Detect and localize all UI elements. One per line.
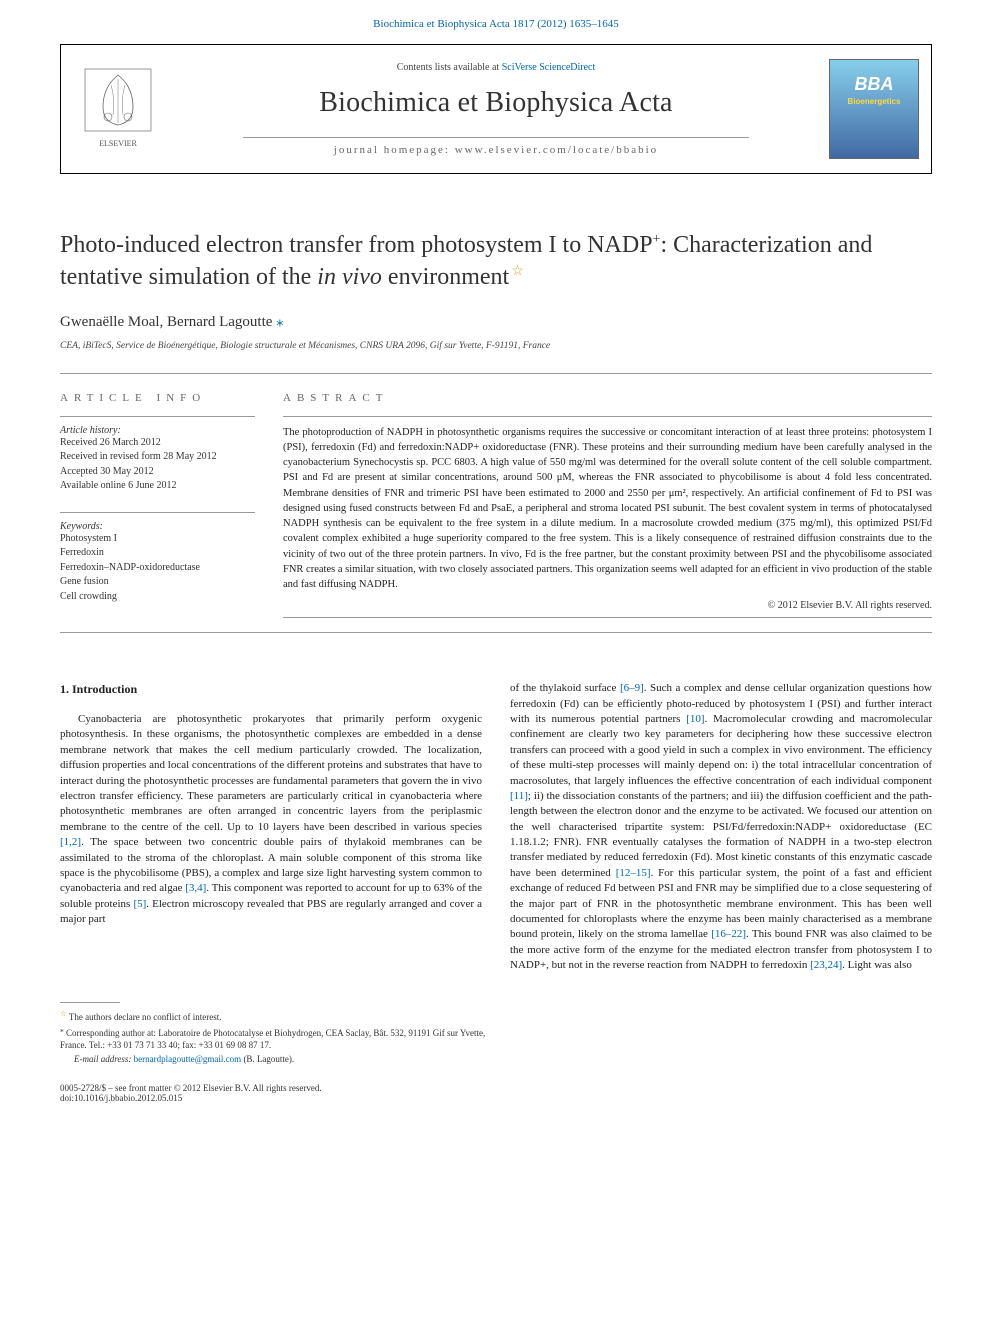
issn-line: 0005-2728/$ – see front matter © 2012 El… bbox=[60, 1083, 932, 1093]
footnote-conflict: The authors declare no conflict of inter… bbox=[69, 1012, 222, 1022]
ref-16-22[interactable]: [16–22] bbox=[711, 928, 746, 940]
footnote-divider bbox=[60, 1002, 120, 1003]
ref-3-4[interactable]: [3,4] bbox=[185, 882, 206, 894]
section-1-heading: 1. Introduction bbox=[60, 681, 482, 698]
ref-11[interactable]: [11] bbox=[510, 790, 528, 802]
divider-top bbox=[60, 373, 932, 374]
email-link[interactable]: bernardplagoutte@gmail.com bbox=[134, 1054, 242, 1064]
history-text: Received 26 March 2012Received in revise… bbox=[60, 436, 255, 494]
intro-paragraph: Cyanobacteria are photosynthetic prokary… bbox=[60, 712, 482, 927]
abstract-text: The photoproduction of NADPH in photosyn… bbox=[283, 425, 932, 592]
ref-23-24[interactable]: [23,24] bbox=[810, 959, 842, 971]
footnote-corr: Corresponding author at: Laboratoire de … bbox=[60, 1028, 485, 1050]
svg-text:ELSEVIER: ELSEVIER bbox=[99, 139, 137, 148]
bba-logo-text: BBA bbox=[855, 74, 894, 95]
ref-12-15[interactable]: [12–15] bbox=[616, 867, 651, 879]
ref-6-9[interactable]: [6–9] bbox=[620, 682, 644, 694]
footnote-star-icon: ☆ bbox=[60, 1009, 67, 1018]
bba-logo-subtitle: Bioenergetics bbox=[848, 97, 901, 106]
journal-homepage: journal homepage: www.elsevier.com/locat… bbox=[243, 137, 749, 156]
title-main: Photo-induced electron transfer from pho… bbox=[60, 232, 653, 258]
info-divider-1 bbox=[60, 416, 255, 417]
article-info-column: ARTICLE INFO Article history: Received 2… bbox=[60, 392, 255, 626]
contents-line: Contents lists available at SciVerse Sci… bbox=[163, 62, 829, 73]
column-left: 1. Introduction Cyanobacteria are photos… bbox=[60, 681, 482, 973]
p2-a: of the thylakoid surface bbox=[510, 682, 620, 694]
authors-line: Gwenaëlle Moal, Bernard Lagoutte ⁎ bbox=[60, 312, 932, 331]
contents-prefix: Contents lists available at bbox=[397, 62, 502, 73]
affiliation: CEA, iBiTecS, Service de Bioénergétique,… bbox=[60, 341, 932, 351]
footnotes: ☆ The authors declare no conflict of int… bbox=[60, 1002, 490, 1066]
p2-g: . Light was also bbox=[842, 959, 912, 971]
body-columns: 1. Introduction Cyanobacteria are photos… bbox=[60, 681, 932, 973]
bba-cover-logo: BBA Bioenergetics bbox=[829, 59, 919, 159]
p2-d: ; ii) the dissociation constants of the … bbox=[510, 790, 932, 879]
elsevier-logo: ELSEVIER bbox=[73, 59, 163, 159]
bottom-bar: 0005-2728/$ – see front matter © 2012 El… bbox=[60, 1083, 932, 1103]
ref-10[interactable]: [10] bbox=[686, 713, 704, 725]
intro-continued: of the thylakoid surface [6–9]. Such a c… bbox=[510, 681, 932, 973]
p1-a: Cyanobacteria are photosynthetic prokary… bbox=[60, 713, 482, 833]
email-label: E-mail address: bbox=[74, 1054, 134, 1064]
info-divider-2 bbox=[60, 512, 255, 513]
email-after: (B. Lagoutte). bbox=[241, 1054, 294, 1064]
column-right: of the thylakoid surface [6–9]. Such a c… bbox=[510, 681, 932, 973]
abstract-divider bbox=[283, 416, 932, 417]
top-citation: Biochimica et Biophysica Acta 1817 (2012… bbox=[0, 0, 992, 40]
article-info-heading: ARTICLE INFO bbox=[60, 392, 255, 404]
corresponding-author-mark[interactable]: ⁎ bbox=[276, 314, 284, 330]
keywords-text: Photosystem IFerredoxinFerredoxin–NADP-o… bbox=[60, 532, 255, 605]
article-title: Photo-induced electron transfer from pho… bbox=[60, 229, 932, 294]
abstract-column: ABSTRACT The photoproduction of NADPH in… bbox=[283, 392, 932, 626]
doi-line: doi:10.1016/j.bbabio.2012.05.015 bbox=[60, 1093, 932, 1103]
abstract-divider-bottom bbox=[283, 617, 932, 618]
title-italic: in vivo bbox=[317, 264, 382, 290]
header-center: Contents lists available at SciVerse Sci… bbox=[163, 45, 829, 173]
author-1: Gwenaëlle Moal bbox=[60, 314, 160, 330]
history-label: Article history: bbox=[60, 425, 255, 436]
ref-1-2[interactable]: [1,2] bbox=[60, 836, 81, 848]
divider-mid bbox=[60, 632, 932, 633]
ref-5[interactable]: [5] bbox=[133, 898, 146, 910]
author-2: Bernard Lagoutte bbox=[167, 314, 276, 330]
keywords-label: Keywords: bbox=[60, 521, 255, 532]
journal-name: Biochimica et Biophysica Acta bbox=[163, 87, 829, 119]
sciencedirect-link[interactable]: SciVerse ScienceDirect bbox=[502, 62, 596, 73]
title-star-icon: ☆ bbox=[511, 264, 524, 279]
info-abstract-row: ARTICLE INFO Article history: Received 2… bbox=[60, 392, 932, 626]
footnote-corr-mark: ⁎ bbox=[60, 1025, 64, 1034]
journal-header-box: ELSEVIER Contents lists available at Sci… bbox=[60, 44, 932, 174]
abstract-copyright: © 2012 Elsevier B.V. All rights reserved… bbox=[283, 600, 932, 611]
title-end: environment bbox=[382, 264, 509, 290]
abstract-heading: ABSTRACT bbox=[283, 392, 932, 404]
